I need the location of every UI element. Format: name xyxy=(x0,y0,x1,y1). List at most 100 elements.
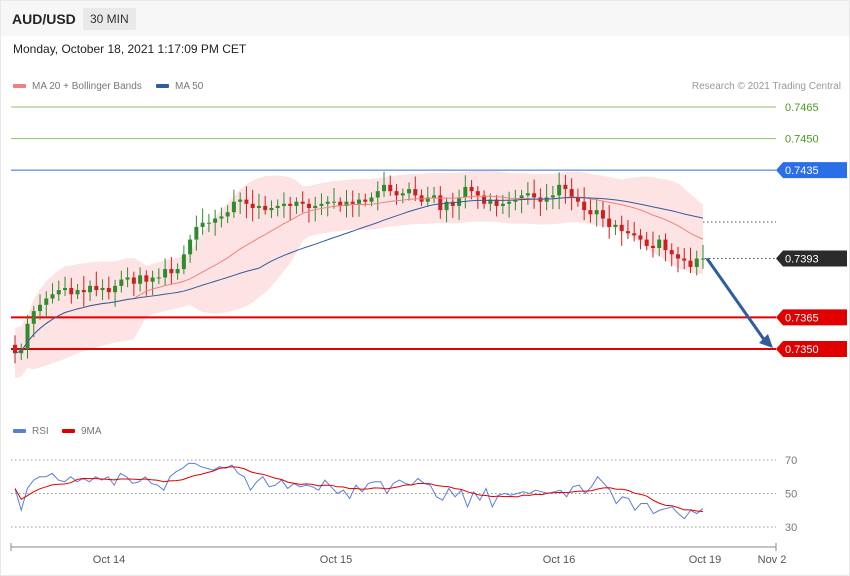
credit-label: Research © 2021 Trading Central xyxy=(691,81,841,92)
candle-body xyxy=(75,290,80,295)
candle-body xyxy=(507,201,512,204)
forecast-arrow-shaft xyxy=(705,257,767,342)
candle-body xyxy=(69,287,74,295)
level-label: 0.7435 xyxy=(785,165,819,177)
x-tick-label: Oct 19 xyxy=(689,554,721,566)
candle-body xyxy=(269,208,274,211)
candle-body xyxy=(357,199,361,204)
candle-body xyxy=(44,298,49,305)
candle-body xyxy=(550,195,555,198)
candle-body xyxy=(231,201,236,213)
candle-body xyxy=(38,304,43,312)
x-tick-label: Oct 15 xyxy=(320,554,352,566)
candle-body xyxy=(288,203,293,206)
candle-body xyxy=(494,199,499,206)
candle-body xyxy=(369,197,374,202)
candle-body xyxy=(113,285,118,293)
candle-body xyxy=(81,290,86,293)
candle-body xyxy=(500,203,505,206)
timeframe-badge[interactable]: 30 MIN xyxy=(83,8,136,30)
level-label: 0.7365 xyxy=(785,312,819,324)
candle-body xyxy=(206,222,211,224)
candle-body xyxy=(625,231,630,234)
candle-body xyxy=(432,195,437,198)
candle-body xyxy=(638,235,643,240)
candle-body xyxy=(563,184,568,190)
candle-body xyxy=(106,287,111,293)
candle-body xyxy=(632,233,637,236)
ma20-swatch xyxy=(13,84,26,89)
candle-body xyxy=(300,201,305,204)
candle-body xyxy=(119,279,124,286)
candle-body xyxy=(607,218,612,227)
candle-body xyxy=(94,285,99,291)
candle-body xyxy=(131,277,136,284)
candle-body xyxy=(394,191,399,196)
rsi-tick-label: 30 xyxy=(785,522,797,534)
candle-body xyxy=(275,205,280,209)
candle-body xyxy=(488,199,493,204)
candle-body xyxy=(181,254,186,270)
candle-body xyxy=(575,197,580,202)
candle-body xyxy=(363,199,368,202)
candle-body xyxy=(138,275,143,284)
timestamp-label: Monday, October 18, 2021 1:17:09 PM CET xyxy=(13,42,247,56)
candle-body xyxy=(382,184,387,192)
candle-body xyxy=(475,191,480,196)
candle-body xyxy=(319,203,324,206)
candle-body xyxy=(25,323,30,349)
candle-body xyxy=(525,193,530,196)
candle-body xyxy=(281,203,286,206)
candle-body xyxy=(325,201,330,204)
candle-body xyxy=(519,195,524,200)
level-tag xyxy=(776,309,847,326)
candle-body xyxy=(213,218,218,223)
rsi-ma-line xyxy=(14,466,704,513)
candle-body xyxy=(613,224,618,227)
candle-body xyxy=(150,277,155,282)
candle-body xyxy=(244,199,249,204)
candle-body xyxy=(331,201,336,203)
candle-body xyxy=(256,205,261,209)
candle-body xyxy=(388,184,393,192)
candle-body xyxy=(63,287,68,291)
rsi-tick-label: 50 xyxy=(785,489,797,501)
legend-rsi-label: RSI xyxy=(32,426,49,437)
ma9-swatch xyxy=(62,429,75,434)
candle-body xyxy=(375,191,380,198)
candle-body xyxy=(569,189,574,198)
candle-body xyxy=(557,184,562,196)
candle-body xyxy=(663,239,668,251)
candle-body xyxy=(619,224,624,232)
candle-body xyxy=(650,245,655,248)
candle-body xyxy=(306,203,311,209)
legend-ma50-label: MA 50 xyxy=(175,81,204,92)
candle-body xyxy=(175,269,180,274)
forecast-arrow-head xyxy=(759,334,773,348)
candle-body xyxy=(425,197,430,202)
candle-body xyxy=(188,239,193,255)
candle-body xyxy=(463,186,468,198)
candle-body xyxy=(200,222,205,227)
candle-body xyxy=(482,195,487,204)
candle-body xyxy=(594,210,599,215)
candle-body xyxy=(544,197,549,202)
legend-9ma-label: 9MA xyxy=(81,426,102,437)
x-tick-label: Oct 14 xyxy=(93,554,125,566)
candle-body xyxy=(163,269,168,278)
level-label: 0.7393 xyxy=(785,254,819,266)
bollinger-band xyxy=(15,170,703,379)
candle-body xyxy=(31,311,36,324)
candle-body xyxy=(194,226,199,240)
candle-body xyxy=(144,275,149,282)
candle-body xyxy=(50,294,55,299)
candle-body xyxy=(100,287,105,291)
candle-body xyxy=(582,201,587,211)
candle-body xyxy=(338,201,343,206)
candle-body xyxy=(13,344,17,354)
candle-body xyxy=(263,205,268,211)
candle-body xyxy=(644,239,649,246)
candle-body xyxy=(682,258,687,261)
ma50-line xyxy=(14,197,704,354)
